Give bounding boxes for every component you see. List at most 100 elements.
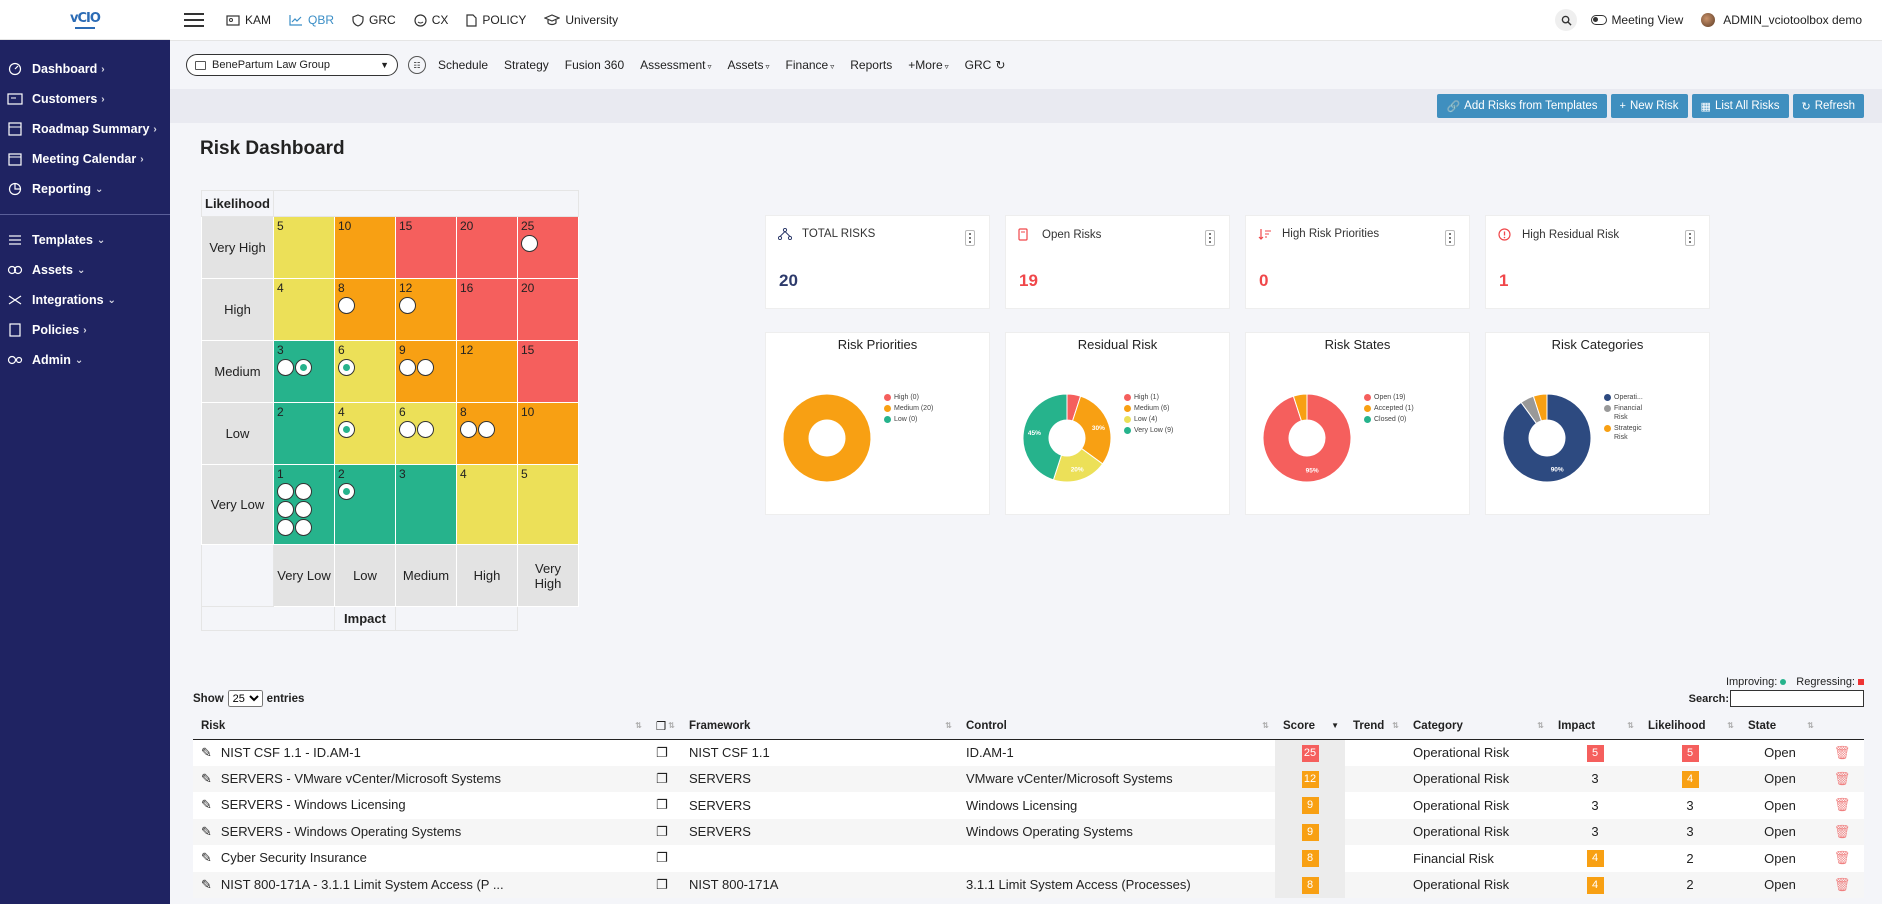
matrix-cell[interactable]: 25 (517, 216, 579, 279)
risk-marker[interactable] (478, 421, 495, 438)
legend-item[interactable]: High (0) (884, 393, 984, 402)
sidebar-item-roadmap-summary[interactable]: Roadmap Summary › (0, 114, 170, 144)
note-icon[interactable]: ❐ (656, 850, 668, 866)
note-icon[interactable]: ❐ (656, 823, 668, 839)
pie-slice[interactable] (1502, 393, 1592, 483)
risk-name[interactable]: SERVERS - VMware vCenter/Microsoft Syste… (220, 770, 501, 786)
sidebar-item-templates[interactable]: Templates ⌄ (0, 225, 170, 255)
risk-marker[interactable] (295, 359, 312, 376)
subnav-fusion-360[interactable]: Fusion 360 (565, 58, 624, 72)
column-header-col-1[interactable]: ❐ ⇅ (648, 713, 681, 740)
list-all-risks-button[interactable]: ▦ List All Risks (1691, 94, 1789, 118)
new-risk-button[interactable]: + New Risk (1610, 94, 1688, 118)
legend-item[interactable]: High (1) (1124, 393, 1224, 402)
matrix-cell[interactable]: 4 (273, 278, 335, 341)
matrix-cell[interactable]: 10 (517, 402, 579, 465)
edit-pencil-icon[interactable]: ✎ (201, 797, 212, 813)
matrix-cell[interactable]: 15 (517, 340, 579, 403)
subnav-more[interactable]: +More ▿ (908, 58, 948, 72)
sidebar-item-customers[interactable]: Customers › (0, 84, 170, 114)
pie-slice[interactable] (782, 393, 872, 483)
table-row[interactable]: ✎ SERVERS - Windows Operating Systems ❐ SER… (193, 818, 1864, 845)
add-risks-from-templates-button[interactable]: 🔗 Add Risks from Templates (1437, 94, 1607, 118)
risk-name[interactable]: NIST CSF 1.1 - ID.AM-1 (220, 744, 361, 760)
edit-pencil-icon[interactable]: ✎ (201, 850, 212, 866)
more-options-icon[interactable] (1445, 230, 1455, 246)
note-icon[interactable]: ❐ (656, 770, 668, 786)
risk-name[interactable]: NIST 800-171A - 3.1.1 Limit System Acces… (220, 876, 504, 892)
risk-marker[interactable] (417, 421, 434, 438)
risk-marker[interactable] (277, 359, 294, 376)
risk-marker[interactable] (338, 359, 355, 376)
table-row[interactable]: ✎ SERVERS - Windows Licensing ❐ SERVERS Wind… (193, 792, 1864, 819)
sidebar-item-assets[interactable]: Assets ⌄ (0, 255, 170, 285)
matrix-cell[interactable]: 8 (456, 402, 518, 465)
risk-marker[interactable] (295, 483, 312, 500)
edit-pencil-icon[interactable]: ✎ (201, 823, 212, 839)
matrix-cell[interactable]: 6 (334, 340, 396, 403)
legend-item[interactable]: Medium (6) (1124, 404, 1224, 413)
matrix-cell[interactable]: 20 (517, 278, 579, 341)
trash-icon[interactable]: 🗑 (1833, 744, 1851, 760)
subnav-reports[interactable]: Reports (850, 58, 892, 72)
pie-slice[interactable] (1292, 393, 1308, 422)
risk-marker[interactable] (460, 421, 477, 438)
sidebar-item-admin[interactable]: Admin ⌄ (0, 345, 170, 375)
table-row[interactable]: ✎ SERVERS - VMware vCenter/Microsoft Syst… (193, 765, 1864, 792)
table-row[interactable]: ✎ Cyber Security Insurance ❐ 8 Financial Ris… (193, 845, 1864, 872)
pie-slice[interactable] (1071, 395, 1112, 465)
risk-marker[interactable] (295, 501, 312, 518)
subnav-assessment[interactable]: Assessment ▿ (640, 58, 711, 72)
column-header-impact[interactable]: Impact ⇅ (1550, 713, 1640, 740)
edit-pencil-icon[interactable]: ✎ (201, 744, 212, 760)
column-header-likelihood[interactable]: Likelihood ⇅ (1640, 713, 1740, 740)
matrix-cell[interactable]: 5 (273, 216, 335, 279)
table-row[interactable]: ✎ NIST 800-171A - 3.1.1 Limit System Acce… (193, 871, 1864, 898)
tab-cx[interactable]: CX (414, 13, 448, 27)
risk-marker[interactable] (277, 519, 294, 536)
note-icon[interactable]: ❐ (656, 876, 668, 892)
risk-name[interactable]: SERVERS - Windows Licensing (220, 797, 406, 813)
risk-marker[interactable] (399, 359, 416, 376)
risk-marker[interactable] (295, 519, 312, 536)
global-search-icon[interactable] (1555, 9, 1578, 31)
matrix-cell[interactable]: 4 (334, 402, 396, 465)
pie-slice[interactable] (1532, 393, 1548, 422)
matrix-cell[interactable]: 16 (456, 278, 518, 341)
sidebar-item-dashboard[interactable]: Dashboard › (0, 54, 170, 84)
matrix-cell[interactable]: 15 (395, 216, 457, 279)
column-header-category[interactable]: Category ⇅ (1405, 713, 1550, 740)
risk-marker[interactable] (338, 297, 355, 314)
legend-item[interactable]: Accepted (1) (1364, 404, 1464, 413)
trash-icon[interactable]: 🗑 (1833, 850, 1851, 866)
trash-icon[interactable]: 🗑 (1833, 770, 1851, 786)
column-header-framework[interactable]: Framework ⇅ (681, 713, 958, 740)
legend-item[interactable]: Low (0) (884, 415, 984, 424)
matrix-cell[interactable]: 2 (334, 464, 396, 545)
column-header-state[interactable]: State ⇅ (1740, 713, 1820, 740)
legend-item[interactable]: Low (4) (1124, 415, 1224, 424)
matrix-cell[interactable]: 10 (334, 216, 396, 279)
tab-grc[interactable]: GRC (352, 13, 396, 27)
sidebar-item-policies[interactable]: Policies › (0, 315, 170, 345)
risk-marker[interactable] (338, 483, 355, 500)
matrix-cell[interactable]: 9 (395, 340, 457, 403)
column-header-col-10[interactable] (1820, 713, 1864, 740)
tab-qbr[interactable]: QBR (289, 13, 334, 27)
trash-icon[interactable]: 🗑 (1833, 797, 1851, 813)
risk-marker[interactable] (277, 501, 294, 518)
organization-select[interactable]: BenePartum Law Group ▼ (186, 54, 398, 76)
table-row[interactable]: ✎ NIST CSF 1.1 - ID.AM-1 ❐ NIST CSF 1.1 ID.A… (193, 739, 1864, 766)
subnav-strategy[interactable]: Strategy (504, 58, 549, 72)
page-size-select[interactable]: 25 (227, 690, 263, 707)
hamburger-menu-icon[interactable] (184, 9, 204, 31)
matrix-cell[interactable]: 5 (517, 464, 579, 545)
matrix-cell[interactable]: 8 (334, 278, 396, 341)
meeting-view-toggle[interactable]: Meeting View (1591, 13, 1683, 27)
vcio-logo[interactable]: vCIO (70, 6, 101, 34)
column-header-risk[interactable]: Risk ⇅ (193, 713, 648, 740)
matrix-cell[interactable]: 12 (456, 340, 518, 403)
risk-name[interactable]: Cyber Security Insurance (220, 850, 367, 866)
risk-marker[interactable] (521, 235, 538, 252)
matrix-cell[interactable]: 4 (456, 464, 518, 545)
